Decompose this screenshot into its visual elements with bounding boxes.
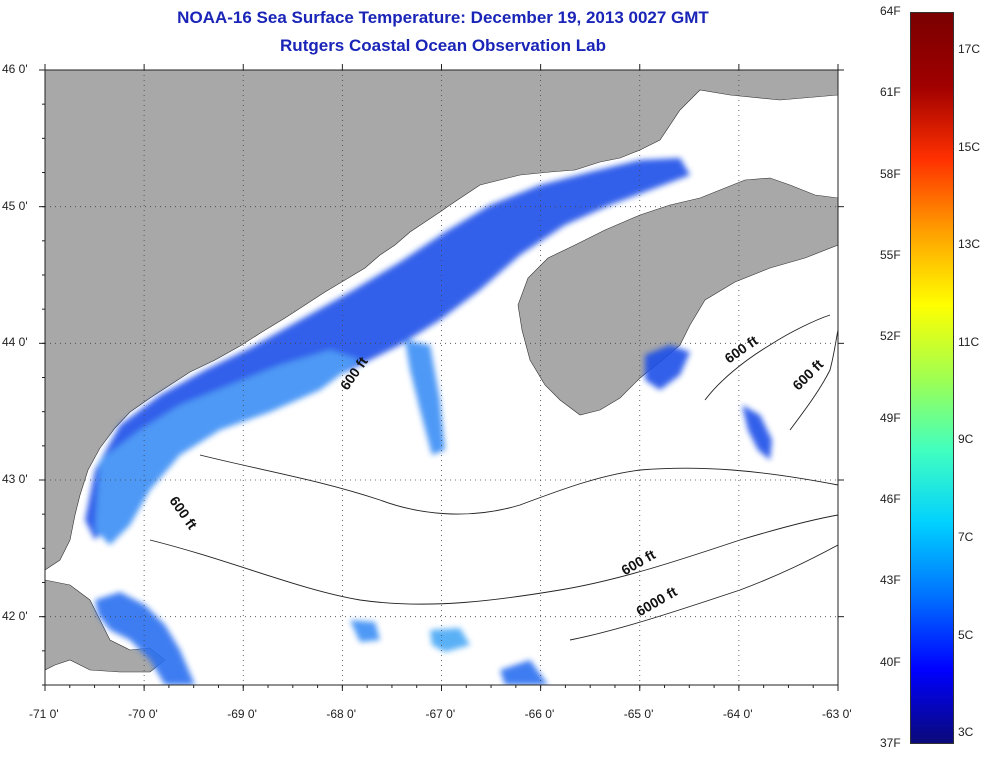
colorbar-fahrenheit-label: 49F [880,410,901,425]
colorbar-fahrenheit-label: 58F [880,166,901,181]
lon-tick-label: -69 0' [227,707,257,721]
lon-tick-label: -68 0' [326,707,357,721]
contour-600ft-shelf [789,329,838,431]
lon-tick-label: -70 0' [128,707,158,721]
lat-tick-label: 42 0' [2,608,28,623]
colorbar-celsius-label: 17C [958,41,981,56]
colorbar-fahrenheit-label: 61F [880,85,901,100]
lon-tick-label: -63 0' [822,707,852,721]
contour-600ft-scotian [704,314,831,401]
colorbar-celsius-label: 15C [958,139,981,154]
contour-600ft-southern [149,514,838,605]
colorbar-celsius-label: 9C [958,432,974,447]
depth-contours [149,314,838,641]
lat-tick-label: 45 0' [2,198,28,213]
lon-tick-label: -64 0' [722,707,753,721]
land-nova-scotia [517,177,838,416]
colorbar-fahrenheit-label: 37F [880,736,901,750]
map-subtitle: Rutgers Coastal Ocean Observation Lab [280,36,606,55]
sst-swath [85,158,772,685]
lon-tick-label: -65 0' [623,707,654,721]
axis-ticks [39,64,844,691]
lon-tick-label: -67 0' [425,707,456,721]
lon-tick-label: -71 0' [29,707,59,721]
colorbar-celsius-label: 7C [958,529,974,544]
map-title: NOAA-16 Sea Surface Temperature: Decembe… [177,8,709,27]
colorbar-fahrenheit-label: 55F [880,248,901,262]
colorbar-fahrenheit-label: 46F [880,492,901,506]
colorbar-fahrenheit-label: 52F [880,329,901,344]
lat-tick-label: 43 0' [2,472,28,486]
lat-tick-label: 44 0' [2,335,28,350]
colorbar-fahrenheit-label: 64F [880,4,901,18]
colorbar-fahrenheit-label: 40F [880,654,901,669]
contour-6000ft [569,544,838,641]
colorbar-fahrenheit-label: 43F [880,573,901,588]
lat-tick-label: 46 0' [2,62,28,76]
colorbar-celsius-label: 13C [958,237,981,252]
colorbar-celsius-label: 5C [958,627,974,642]
temperature-colorbar [910,12,954,744]
graticule [45,70,838,685]
colorbar-celsius-label: 11C [958,334,980,349]
colorbar-celsius-label: 3C [958,725,974,740]
lon-tick-label: -66 0' [524,707,555,721]
contour-600ft-gulf [199,454,838,515]
